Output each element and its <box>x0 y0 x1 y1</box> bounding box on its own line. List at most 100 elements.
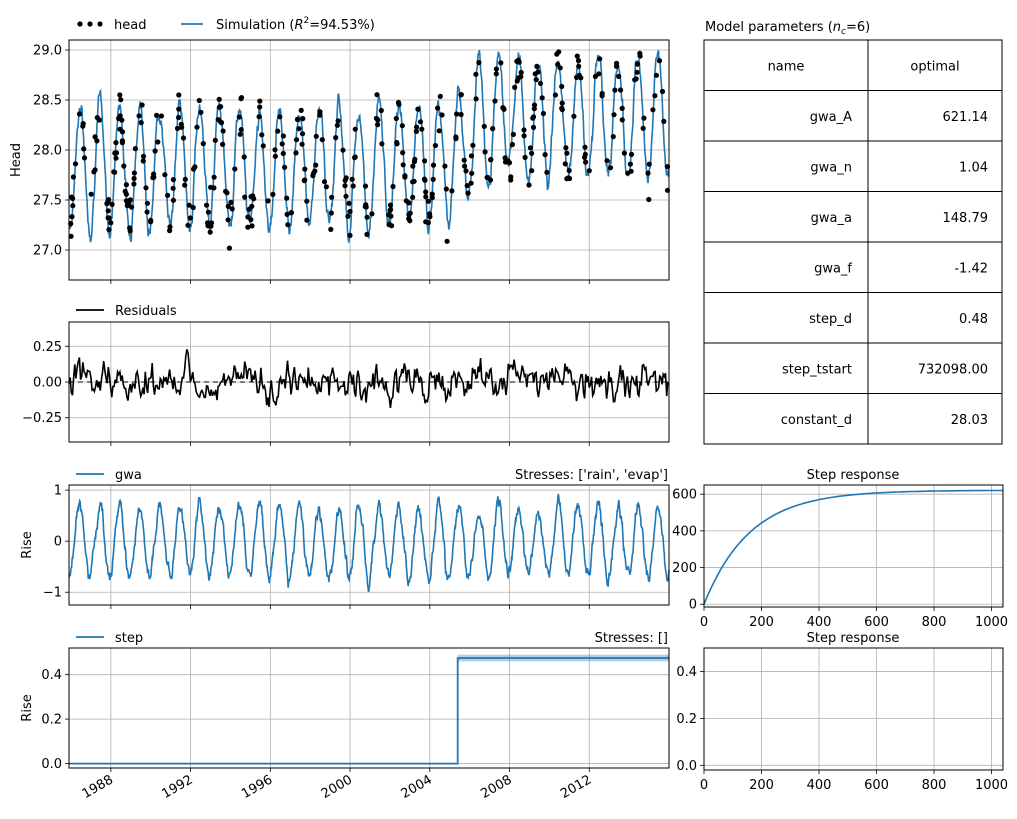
head-observation-point <box>270 191 276 197</box>
head-observation-point <box>139 102 145 108</box>
head-observation-point <box>216 96 222 102</box>
head-observation-point <box>619 105 625 111</box>
head-observation-point <box>207 229 213 235</box>
head-observation-point <box>229 206 235 212</box>
step-grid <box>69 648 669 772</box>
table-header-optimal: optimal <box>910 59 959 74</box>
head-observation-point <box>257 98 263 104</box>
residuals-panel: −0.25 0.00 0.25 Residuals <box>22 304 670 446</box>
head-observation-point <box>106 227 112 233</box>
head-observation-point <box>508 177 514 183</box>
model-parameters-title: Model parameters (nc=6) <box>705 20 870 37</box>
head-observation-point <box>176 106 182 112</box>
head-observation-point <box>321 179 328 185</box>
head-observation-point <box>284 195 290 201</box>
head-observation-point <box>68 233 74 239</box>
head-observation-point <box>347 232 353 238</box>
head-observation-point <box>205 223 211 229</box>
step-response-step-xtick-label: 0 <box>700 778 708 793</box>
head-observation-point <box>369 211 375 217</box>
head-observation-point <box>463 168 469 174</box>
table-param-value: 148.79 <box>943 211 989 226</box>
head-observation-point <box>493 66 499 72</box>
head-observation-point <box>313 162 319 168</box>
head-observation-point <box>180 135 187 141</box>
head-observation-point <box>468 153 475 159</box>
head-observation-point <box>293 137 300 143</box>
head-observation-point <box>564 150 570 156</box>
head-observation-point <box>388 213 394 219</box>
head-observation-point <box>76 111 83 117</box>
head-observation-point <box>158 113 164 119</box>
head-observation-point <box>563 145 569 151</box>
head-observation-point <box>352 155 358 161</box>
head-observation-point <box>422 158 428 164</box>
head-observation-point <box>415 106 421 112</box>
table-param-name: step_d <box>809 312 852 327</box>
head-observation-point <box>212 137 218 143</box>
head-observation-point <box>123 191 129 197</box>
head-observation-point <box>323 184 329 190</box>
table-param-value: -1.42 <box>954 261 988 276</box>
step-xtick-label: 2012 <box>558 772 594 802</box>
head-observation-point <box>165 192 171 198</box>
head-observation-point <box>539 95 545 101</box>
head-observation-point <box>576 63 582 69</box>
step-response-gwa-ytick-label: 600 <box>672 488 697 503</box>
head-observation-point <box>526 182 532 188</box>
head-observation-point <box>559 83 565 90</box>
head-observation-point <box>72 161 79 167</box>
head-ylabel: Head <box>9 143 24 177</box>
head-observation-point <box>522 154 528 160</box>
head-observation-point <box>425 220 431 226</box>
head-observation-point <box>211 185 217 191</box>
head-observation-point <box>70 174 76 180</box>
head-observation-point <box>442 163 448 169</box>
head-observation-point <box>364 214 370 220</box>
head-observation-point <box>616 73 622 79</box>
head-observation-point <box>410 194 416 200</box>
head-observation-point <box>410 179 416 185</box>
head-observation-point <box>223 188 229 194</box>
head-observation-point <box>179 124 185 130</box>
head-observation-point <box>493 71 499 77</box>
head-ytick-label: 27.5 <box>33 194 62 209</box>
head-observation-point <box>349 176 355 182</box>
head-observation-point <box>417 119 424 125</box>
head-observation-point <box>586 168 592 174</box>
head-observation-point <box>106 215 112 221</box>
head-observation-point <box>272 147 278 153</box>
head-legend: head Simulation (R2=94.53%) <box>77 16 375 33</box>
head-observation-point <box>346 200 352 206</box>
step-stresses-title: Stresses: [] <box>595 631 668 646</box>
head-observation-point <box>470 142 476 148</box>
head-observation-point <box>299 131 306 137</box>
head-observation-point <box>200 141 206 147</box>
head-observation-point <box>529 150 535 156</box>
head-observation-point <box>488 157 494 163</box>
head-observation-point <box>458 92 464 98</box>
head-observation-point <box>439 112 445 118</box>
head-observation-point <box>329 194 335 200</box>
head-observation-point <box>140 153 147 159</box>
head-observation-point <box>413 128 419 134</box>
head-panel: 27.0 27.5 28.0 28.5 29.0 Head head Simulatio… <box>9 16 671 284</box>
residuals-legend: Residuals <box>76 304 177 319</box>
step-ytick-label: 0.4 <box>41 668 62 683</box>
gwa-panel: −1 0 1 Rise gwa Stresses: ['rain', 'evap'] <box>20 468 670 609</box>
head-observation-point <box>375 117 381 123</box>
step-response-step-xtick-label: 600 <box>864 778 889 793</box>
head-observation-point <box>633 76 639 82</box>
head-observation-point <box>242 194 248 200</box>
head-axes-frame <box>68 39 670 281</box>
head-observation-point <box>226 245 232 251</box>
head-observation-point <box>148 217 154 223</box>
head-observation-point <box>512 84 518 90</box>
head-observation-point <box>544 169 550 175</box>
head-observation-point <box>302 166 308 172</box>
step-line <box>69 657 669 765</box>
head-observation-point <box>578 75 584 81</box>
head-observation-point <box>628 151 635 157</box>
legend-simulation-prefix: Simulation ( <box>216 18 294 33</box>
head-observation-point <box>113 150 120 156</box>
